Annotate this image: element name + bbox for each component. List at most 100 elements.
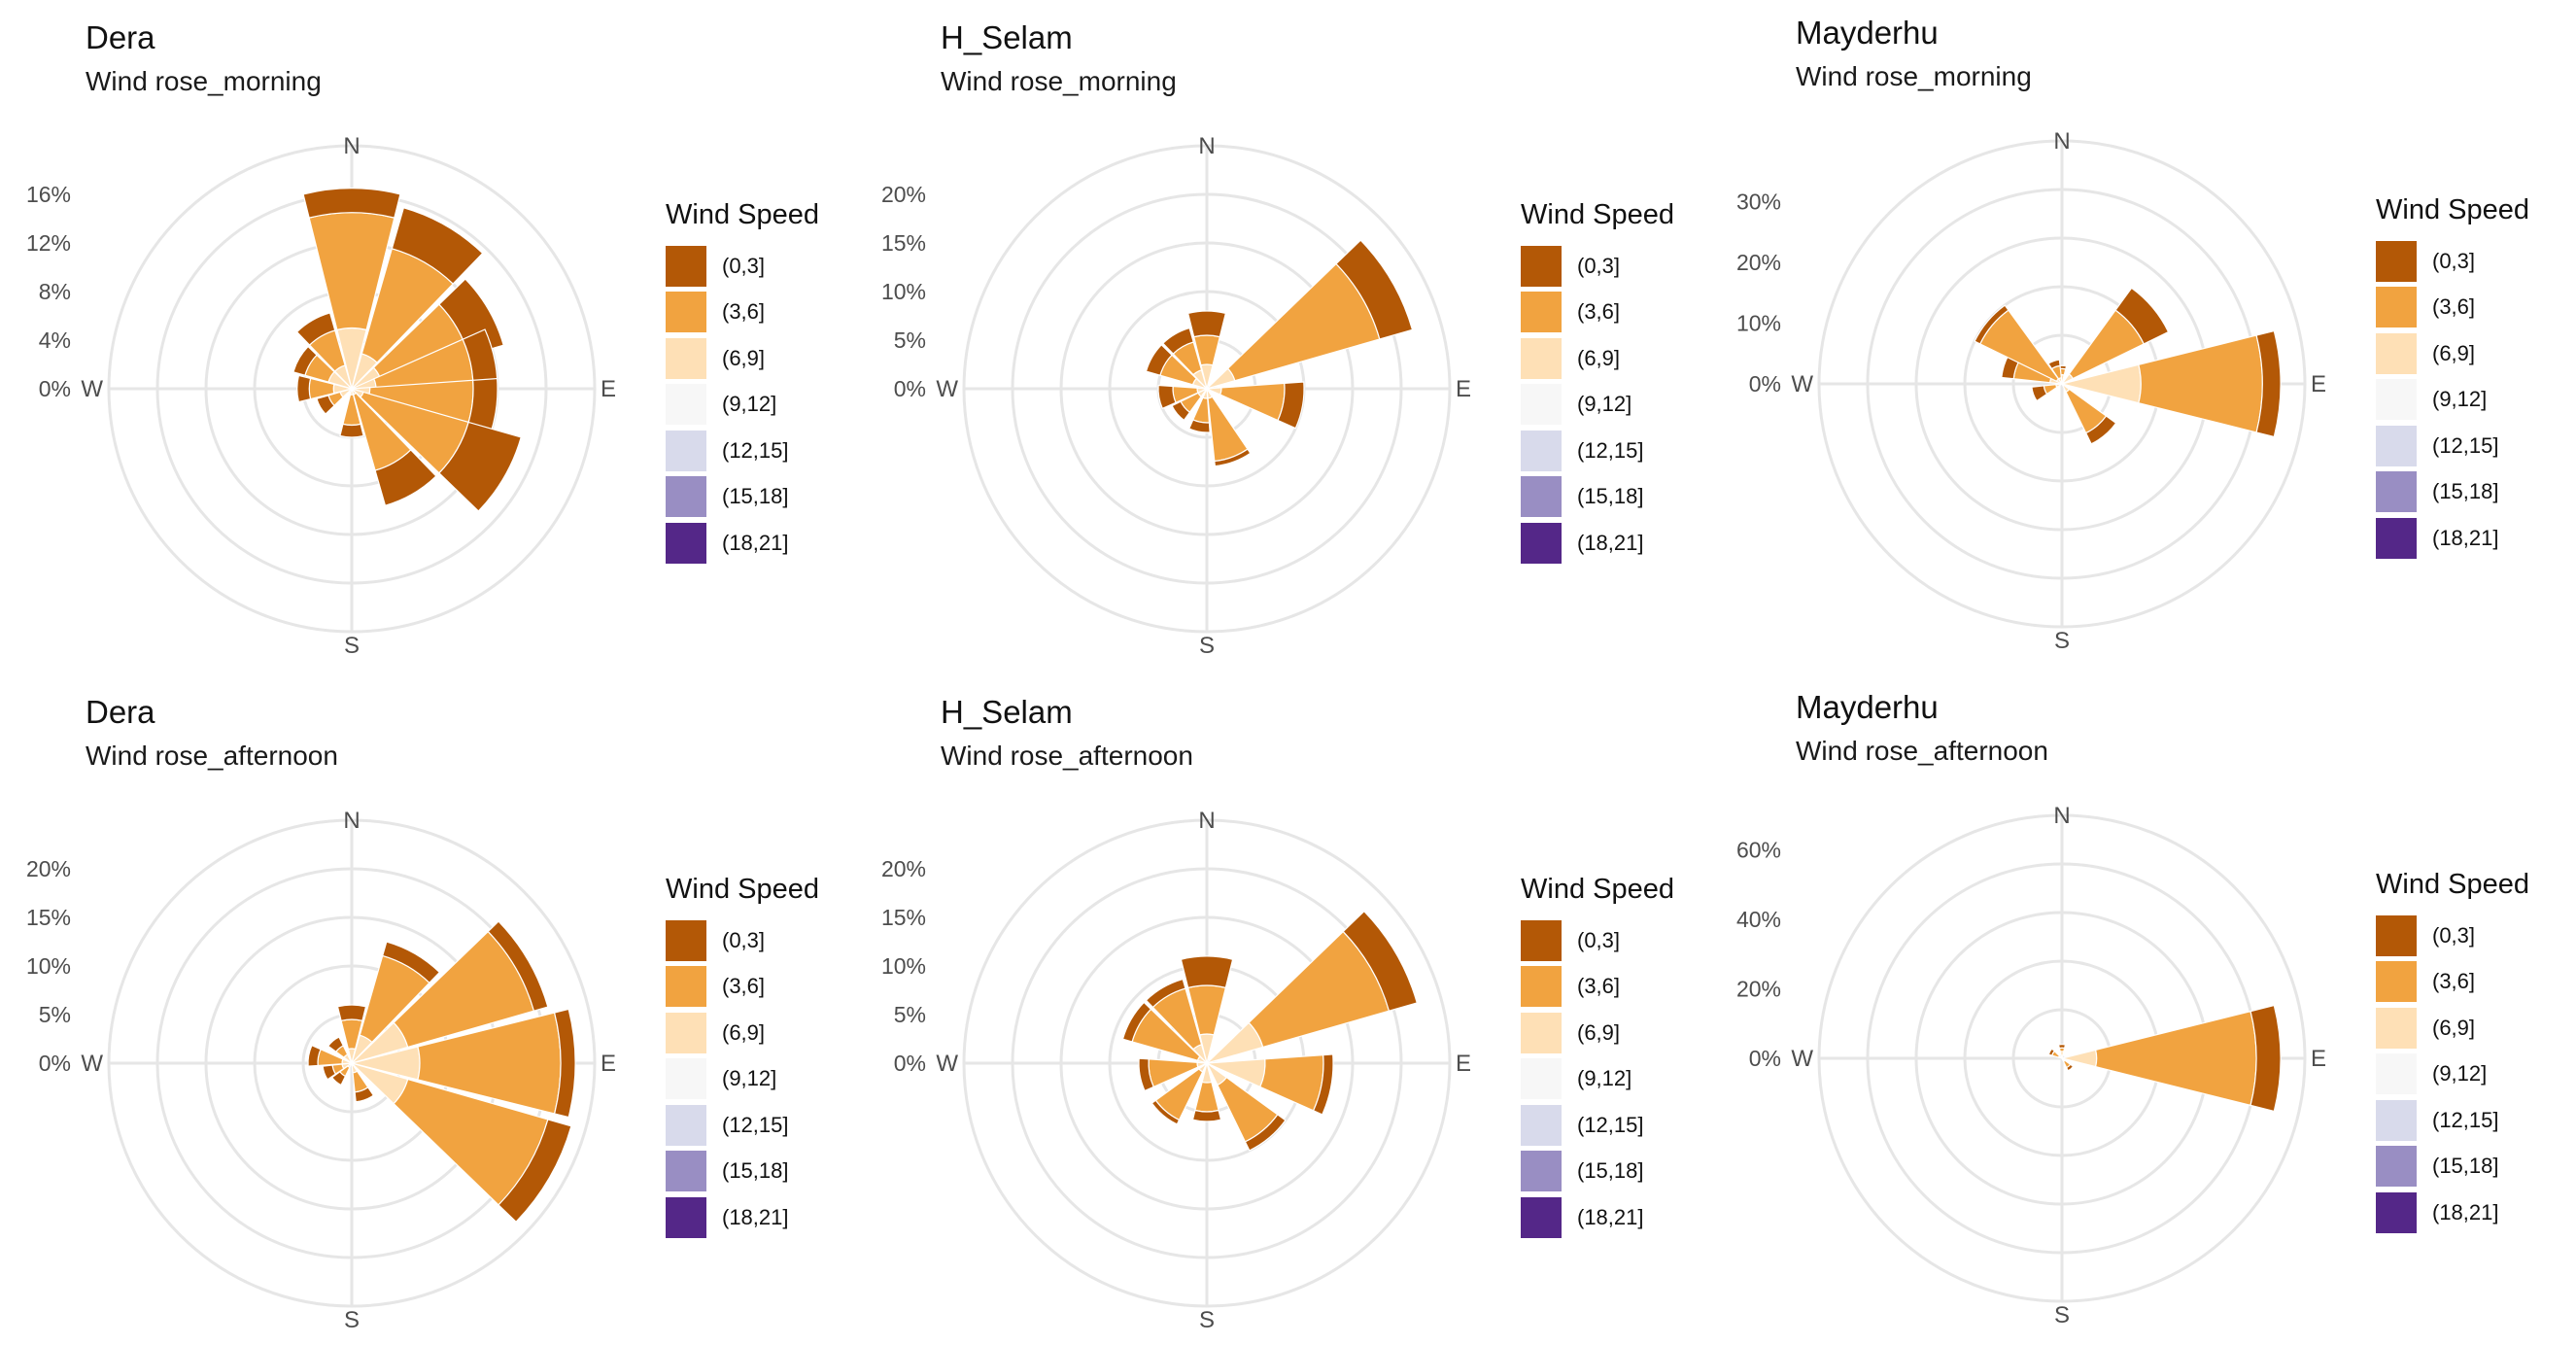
radial-tick-label: 8% (39, 279, 71, 304)
radial-tick-label: 20% (881, 182, 926, 207)
legend-item: (18,21] (2376, 515, 2529, 562)
legend-item: (0,3] (1521, 917, 1674, 964)
wind-sector (1974, 304, 2063, 385)
wind-sector-segment-(3,6] (2138, 334, 2263, 433)
wind-rose-plot: 0% 20% 40% 60% N E S W (1736, 803, 2326, 1328)
legend-swatch (1521, 919, 1562, 961)
legend-swatch (1521, 430, 1562, 471)
legend-swatch (666, 1058, 706, 1100)
legend-item: (15,18] (2376, 469, 2529, 516)
radial-tick-label: 0% (39, 376, 71, 401)
wind-sector-segment-(0,3] (1145, 344, 1173, 376)
legend-item: (15,18] (666, 1149, 819, 1195)
legend-label: (3,6] (1577, 974, 1621, 999)
legend-swatch (666, 1196, 706, 1238)
wind-sector-segment-(0,3] (2084, 415, 2117, 445)
wind-sector-segment-(0,3] (1191, 1109, 1222, 1122)
wind-rose-panel-hselam-afternoon: H_Selam Wind rose_afternoon 0% 5% 10% 15% 20% N… (855, 674, 1710, 1345)
wind-sector-segment-(0,3] (354, 1086, 375, 1103)
direction-label-e: E (601, 376, 616, 402)
wind-sector (1206, 1062, 1287, 1152)
legend-item: (12,15] (666, 1102, 819, 1149)
wind-sector-segment-(0,3] (2047, 359, 2061, 370)
legend-swatch (666, 522, 706, 564)
wind-rose-plot: 0% 10% 20% 30% N E S W (1736, 128, 2326, 654)
wind-sector (1151, 1062, 1208, 1125)
legend-item: (12,15] (666, 428, 819, 474)
legend-swatch (1521, 476, 1562, 518)
wind-sector-segment-(3,6] (1194, 1081, 1219, 1113)
wind-sector-segment-(0,3] (391, 207, 484, 285)
wind-sector-segment-(0,3] (2114, 287, 2170, 345)
radial-tick-label: 20% (881, 856, 926, 881)
wind-sector (2061, 329, 2282, 438)
wind-sector-segment-(0,3] (326, 1036, 345, 1053)
legend-label: (6,9] (2432, 340, 2476, 365)
legend-swatch (2376, 471, 2417, 513)
legend-title: Wind Speed (1521, 874, 1674, 905)
radial-tick-label: 4% (39, 328, 71, 353)
legend-swatch (1521, 1012, 1562, 1053)
wind-rose-plot: 0% 4% 8% 12% 16% N E S W (26, 133, 616, 659)
direction-label-e: E (2311, 1046, 2326, 1072)
wind-sector-segment-(0,3] (2250, 1004, 2282, 1113)
wind-sector-segment-(0,3] (336, 1004, 367, 1022)
legend-label: (15,18] (2432, 1154, 2499, 1179)
wind-sector-segment-(0,3] (1151, 1099, 1181, 1125)
wind-sector (351, 920, 549, 1064)
legend-swatch (666, 966, 706, 1008)
legend-label: (3,6] (1577, 299, 1621, 325)
wind-sector (336, 1004, 367, 1064)
legend-label: (18,21] (722, 530, 789, 555)
wind-sector-segment-(3,6] (2094, 1010, 2257, 1107)
legend-item: (6,9] (1521, 335, 1674, 382)
legend-swatch (2376, 425, 2417, 466)
legend-item: (9,12] (666, 382, 819, 429)
radial-tick-label: 0% (894, 376, 926, 401)
wind-sector (326, 1036, 353, 1064)
legend-label: (15,18] (722, 484, 789, 509)
legend-item: (18,21] (666, 1194, 819, 1241)
legend-label: (12,15] (2432, 1107, 2499, 1132)
legend-swatch (1521, 1151, 1562, 1192)
radial-tick-label: 15% (881, 905, 926, 930)
legend-label: (15,18] (722, 1158, 789, 1184)
radial-tick-label: 12% (26, 230, 71, 256)
radial-tick-label: 10% (26, 953, 71, 979)
radial-tick-label: 0% (894, 1051, 926, 1076)
wind-sector (1157, 384, 1208, 410)
wind-sector (292, 345, 353, 390)
legend-swatch (666, 337, 706, 379)
chart-title: Mayderhu (1796, 15, 1939, 51)
legend-item: (9,12] (666, 1056, 819, 1103)
legend-swatch (2376, 287, 2417, 328)
chart-title: H_Selam (941, 694, 1073, 730)
legend-label: (18,21] (2432, 1199, 2499, 1224)
wind-sector-segment-(0,3] (1180, 955, 1234, 989)
wind-sector (1186, 310, 1227, 390)
wind-sector (1206, 239, 1414, 390)
wind-sector-segment-(0,3] (2255, 329, 2282, 438)
legend-swatch (666, 1151, 706, 1192)
chart-title: Dera (86, 694, 155, 730)
wind-sector (351, 941, 441, 1064)
legend-title: Wind Speed (1521, 199, 1674, 230)
wind-sector (1206, 1053, 1334, 1116)
legend-label: (0,3] (1577, 927, 1621, 952)
legend-swatch (2376, 961, 2417, 1003)
legend-swatch (1521, 1196, 1562, 1238)
radial-tick-label: 5% (894, 1002, 926, 1027)
legend-swatch (666, 384, 706, 426)
radial-tick-label: 20% (1736, 250, 1781, 275)
radial-tick-label: 60% (1736, 838, 1781, 863)
legend-swatch (2376, 332, 2417, 374)
legend: Wind Speed (0,3] (3,6] (6,9] (9,12] (12,15] (1… (2376, 869, 2529, 1236)
wind-sector (351, 207, 484, 390)
wind-rose-panel-hselam-morning: H_Selam Wind rose_morning 0% 5% 10% 15% 20% N E S… (855, 0, 1710, 671)
wind-sector (2061, 383, 2117, 445)
legend-swatch (2376, 1099, 2417, 1141)
legend-label: (3,6] (2432, 294, 2476, 320)
direction-label-n: N (2053, 803, 2070, 829)
legend-title: Wind Speed (666, 874, 819, 905)
chart-title: Mayderhu (1796, 689, 1939, 725)
